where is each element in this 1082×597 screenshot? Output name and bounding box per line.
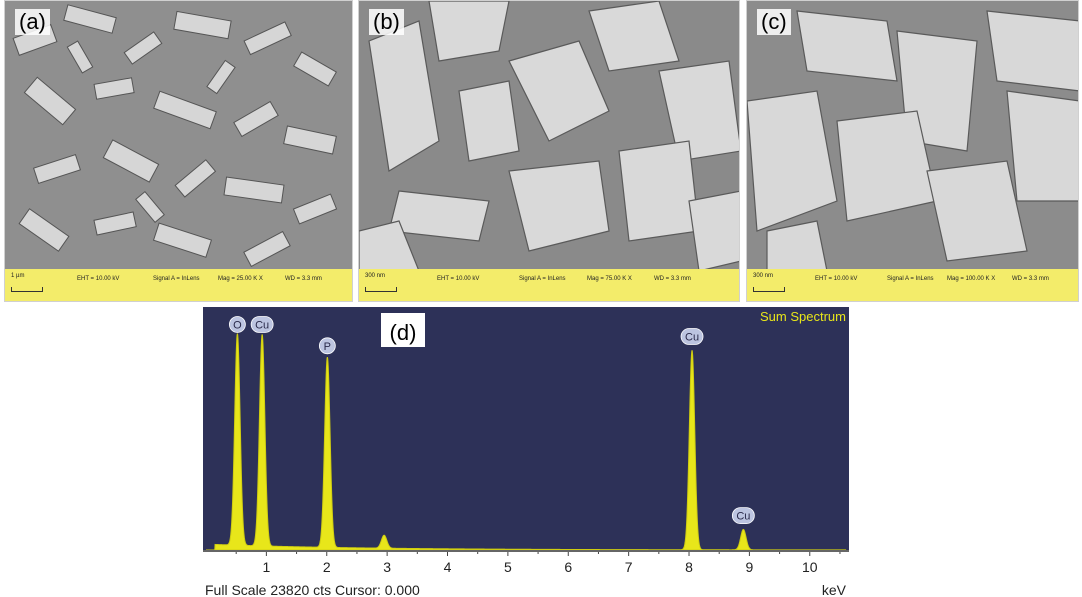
panel-label-a: (a) (15, 9, 50, 35)
peak-badge (250, 316, 274, 333)
panel-label-b: (b) (369, 9, 404, 35)
peak-badge (318, 337, 336, 355)
sem-micrograph-b (359, 1, 739, 271)
signal-c: Signal A = InLens (887, 276, 934, 282)
peak-badge (731, 507, 755, 524)
peak-label-cu: Cu (731, 507, 755, 524)
eht-b: EHT = 10.00 kV (437, 276, 480, 282)
eht-c: EHT = 10.00 kV (815, 276, 858, 282)
x-tick-label: 6 (564, 559, 572, 575)
spectrum-title: Sum Spectrum (760, 309, 846, 324)
x-tick-label: 7 (625, 559, 633, 575)
sem-databar-c: 300 nm EHT = 10.00 kV Signal A = InLens … (747, 269, 1078, 301)
scale-bar-c (753, 287, 785, 292)
peak-badge (680, 328, 704, 345)
x-axis-ticks: 1 2 3 4 5 6 7 8 9 10 (235, 552, 841, 575)
signal-a: Signal A = InLens (153, 276, 200, 282)
x-tick-label: 9 (745, 559, 753, 575)
x-tick-label: 3 (383, 559, 391, 575)
x-axis-line (203, 550, 849, 552)
eht-a: EHT = 10.00 kV (77, 276, 120, 282)
panel-label-d: (d) (390, 320, 417, 345)
peak-labels: O Cu P Cu Cu (228, 316, 755, 524)
x-unit-label: keV (822, 582, 847, 597)
x-tick-label: 10 (802, 559, 818, 575)
x-tick-label: 5 (504, 559, 512, 575)
sem-micrograph-a (5, 1, 352, 271)
scale-bar-b (365, 287, 397, 292)
peak-label-p: P (318, 337, 336, 355)
x-tick-label: 1 (262, 559, 270, 575)
sem-image-b: (b) 300 nm EHT = 10.00 kV Signal A = InL… (358, 0, 740, 302)
peak-label-cu: Cu (250, 316, 274, 333)
signal-b: Signal A = InLens (519, 276, 566, 282)
wd-a: WD = 3.3 mm (285, 276, 322, 282)
peak-element-text: Cu (255, 319, 269, 331)
x-tick-label: 4 (444, 559, 452, 575)
peak-element-text: Cu (685, 332, 699, 344)
peak-element-text: P (324, 341, 331, 353)
peak-badge (228, 316, 246, 333)
peak-label-o: O (228, 316, 246, 333)
scale-label-b: 300 nm (365, 273, 386, 279)
spectrum-footer: Full Scale 23820 cts Cursor: 0.000 (205, 582, 420, 597)
sem-databar-a: 1 µm EHT = 10.00 kV Signal A = InLens Ma… (5, 269, 352, 301)
wd-c: WD = 3.3 mm (1012, 276, 1049, 282)
sem-micrograph-c (747, 1, 1078, 271)
edx-spectrum: O Cu P Cu Cu 1 2 3 4 5 6 7 8 9 10 Sum Spectrum (d) Fu… (203, 307, 849, 597)
x-tick-label: 8 (685, 559, 693, 575)
mag-c: Mag = 100.00 K X (947, 276, 996, 282)
peak-element-text: O (233, 319, 242, 331)
sem-image-c: (c) 300 nm EHT = 10.00 kV Signal A = InL… (746, 0, 1079, 302)
sem-image-a: (a) 1 µm EHT = 10.00 kV Signal A = InLen… (4, 0, 353, 302)
panel-label-d-bg (381, 313, 425, 347)
peak-element-text: Cu (736, 511, 750, 523)
mag-b: Mag = 75.00 K X (587, 276, 632, 282)
spectrum-curve (206, 333, 847, 551)
wd-b: WD = 3.3 mm (654, 276, 691, 282)
scale-label-c: 300 nm (753, 273, 774, 279)
sem-databar-b: 300 nm EHT = 10.00 kV Signal A = InLens … (359, 269, 739, 301)
panel-label-c: (c) (757, 9, 791, 35)
mag-a: Mag = 25.00 K X (218, 276, 263, 282)
x-tick-label: 2 (323, 559, 331, 575)
scale-label-a: 1 µm (11, 273, 25, 279)
scale-bar-a (11, 287, 43, 292)
peak-label-cu: Cu (680, 328, 704, 345)
